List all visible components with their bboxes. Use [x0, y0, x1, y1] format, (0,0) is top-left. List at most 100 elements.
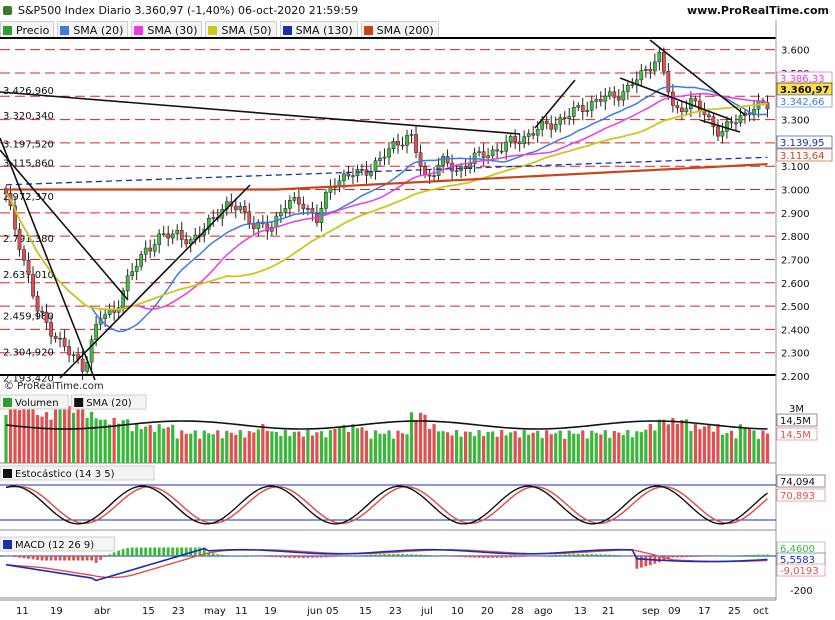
volume-bar — [653, 430, 657, 463]
volume-bar — [252, 432, 256, 463]
macd-histogram-bar — [153, 547, 157, 556]
volume-header-chip — [70, 394, 147, 410]
macd-histogram-bar — [455, 556, 458, 557]
x-axis-label: 05 — [326, 606, 339, 617]
volume-bar — [423, 414, 427, 463]
macd-histogram-bar — [247, 555, 251, 557]
candle-body — [161, 233, 166, 236]
macd-histogram-bar — [297, 556, 301, 558]
macd-histogram-bar — [410, 554, 413, 556]
candle-body — [734, 122, 738, 125]
macd-histogram-bar — [554, 554, 558, 556]
volume-bar — [396, 430, 400, 463]
macd-histogram-bar — [689, 556, 693, 558]
x-axis-label: 20 — [481, 606, 494, 617]
macd-tag-box — [776, 563, 826, 577]
price-axis-label: 3.000 — [781, 186, 810, 197]
volume-bar — [67, 406, 71, 463]
legend-item[interactable]: SMA (200) — [360, 21, 439, 39]
candle-body — [152, 244, 157, 252]
candle-body — [495, 149, 499, 152]
volume-bar — [301, 436, 305, 463]
candle-body — [625, 84, 630, 92]
macd-histogram-bar — [36, 556, 39, 560]
collapse-icon[interactable] — [3, 6, 12, 15]
candle-body — [531, 133, 536, 136]
macd-histogram-bar — [198, 547, 202, 556]
candle-body — [414, 134, 418, 153]
volume-bar — [441, 431, 445, 463]
candle-body — [643, 68, 648, 71]
macd-histogram-bar — [216, 554, 220, 556]
candle-body — [630, 84, 635, 86]
macd-histogram-bar — [347, 556, 350, 557]
volume-bar — [477, 430, 481, 463]
volume-bar — [373, 430, 378, 463]
volume-bar — [90, 412, 94, 463]
volume-bar — [180, 430, 184, 463]
site-link[interactable]: www.ProRealTime.com — [686, 4, 829, 17]
price-axis-label: 2.500 — [781, 302, 810, 313]
volume-bar — [81, 408, 85, 463]
macd-histogram-bar — [563, 554, 567, 556]
volume-bar — [288, 436, 292, 463]
candle-body — [166, 233, 171, 239]
macd-histogram-bar — [491, 556, 495, 558]
candle-body — [684, 108, 689, 113]
x-axis-label: 19 — [50, 606, 63, 617]
volume-bar — [531, 432, 535, 463]
volume-bar — [711, 431, 716, 463]
macd-header-swatch-icon — [3, 540, 12, 549]
macd-histogram-bar — [540, 555, 544, 557]
macd-histogram-bar — [630, 556, 634, 557]
volume-bar — [666, 424, 670, 463]
macd-histogram-bar — [464, 556, 467, 558]
price-tag: 3.113,64 — [780, 151, 825, 162]
volume-bar — [229, 432, 233, 463]
volume-bar — [310, 435, 314, 463]
macd-histogram-bar — [274, 556, 278, 558]
volume-header-swatch-icon — [74, 398, 84, 407]
candle-body — [607, 91, 612, 97]
macd-histogram-bar — [351, 555, 355, 557]
candle-body — [405, 135, 409, 146]
macd-header-chip — [0, 536, 115, 552]
candle-body — [666, 71, 671, 93]
candle-body — [418, 152, 423, 167]
macd-histogram-bar — [45, 556, 48, 561]
macd-histogram-bar — [721, 555, 724, 557]
candle-body — [396, 140, 400, 146]
macd-histogram-bar — [301, 556, 305, 558]
volume-bar — [554, 433, 558, 463]
volume-bar — [144, 426, 148, 463]
candle-body — [17, 228, 22, 250]
volume-bar — [216, 430, 220, 463]
volume-bar — [743, 428, 747, 463]
macd-histogram-bar — [392, 554, 395, 556]
macd-histogram-bar — [90, 556, 94, 561]
candle-body — [680, 107, 684, 113]
level-label: 2.972,370 — [3, 192, 54, 203]
candle-body — [342, 173, 346, 182]
candle-body — [481, 151, 486, 158]
candle-body — [490, 149, 495, 157]
volume-bar — [630, 437, 634, 463]
macd-histogram-bar — [734, 555, 738, 556]
macd-histogram-bar — [500, 556, 504, 558]
volume-bar — [99, 419, 103, 463]
trend-line — [699, 119, 741, 133]
macd-histogram-bar — [4, 556, 8, 557]
candle-body — [125, 275, 130, 292]
volume-bar — [639, 432, 643, 463]
volume-bar — [85, 417, 89, 463]
macd-histogram-bar — [256, 556, 260, 557]
candle-body — [256, 221, 261, 229]
candle-body — [720, 130, 725, 137]
volume-bar — [684, 419, 688, 463]
macd-histogram-bar — [504, 556, 508, 558]
macd-histogram-bar — [40, 556, 44, 561]
macd-histogram-bar — [576, 554, 580, 556]
volume-bar — [184, 433, 188, 463]
macd-histogram-bar — [94, 556, 98, 563]
